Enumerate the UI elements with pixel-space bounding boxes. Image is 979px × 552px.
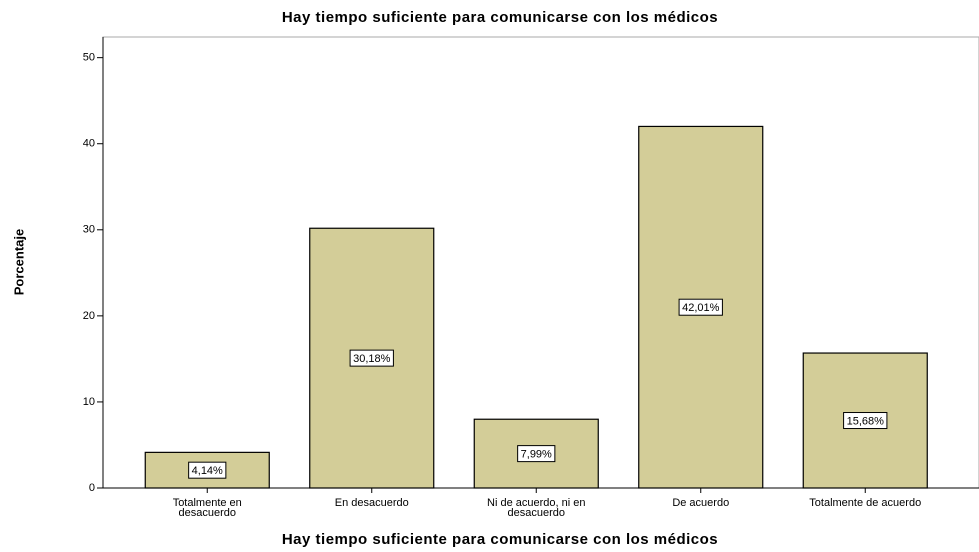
x-tick-label: Ni de acuerdo, ni en desacuerdo xyxy=(487,497,586,519)
value-label: 7,99% xyxy=(521,449,552,461)
y-tick-label: 10 xyxy=(83,396,95,408)
y-tick-label: 40 xyxy=(83,138,95,150)
x-axis-label: Hay tiempo suficiente para comunicarse c… xyxy=(282,531,718,548)
x-tick-label: De acuerdo xyxy=(672,497,730,509)
value-label-box xyxy=(678,298,723,316)
value-label-box xyxy=(188,461,227,479)
value-label-box xyxy=(349,349,394,367)
value-label: 15,68% xyxy=(847,415,885,427)
x-tick-label: Totalmente en desacuerdo xyxy=(172,497,242,519)
y-tick-label: 30 xyxy=(83,224,95,236)
value-label-box xyxy=(843,412,888,430)
chart-title: Hay tiempo suficiente para comunicarse c… xyxy=(282,9,718,26)
y-axis-label: Porcentaje xyxy=(11,229,26,295)
y-tick-label: 50 xyxy=(83,52,95,64)
value-label: 30,18% xyxy=(353,353,391,365)
value-label: 42,01% xyxy=(682,302,720,314)
x-tick-label: Totalmente de acuerdo xyxy=(809,497,922,509)
value-label-box xyxy=(517,445,556,463)
value-label: 4,14% xyxy=(192,465,223,477)
y-tick-label: 20 xyxy=(83,310,95,322)
y-tick-label: 0 xyxy=(89,482,95,494)
x-tick-label: En desacuerdo xyxy=(334,497,409,509)
